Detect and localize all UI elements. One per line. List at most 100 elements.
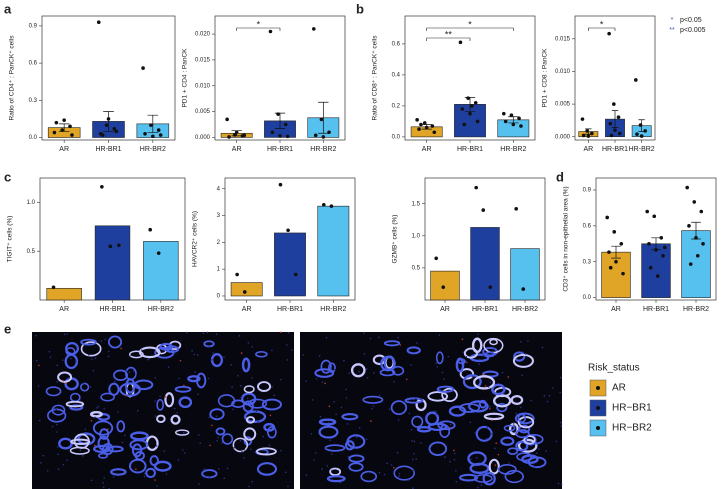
cell	[240, 396, 242, 399]
cell	[560, 483, 563, 486]
cell	[285, 344, 288, 346]
cell	[56, 446, 59, 448]
cell	[449, 423, 452, 426]
cell	[378, 336, 380, 339]
cell	[143, 472, 146, 475]
cell	[37, 385, 40, 387]
cell	[182, 431, 185, 434]
data-point	[327, 130, 331, 135]
cell	[435, 362, 437, 365]
gland	[261, 398, 282, 411]
cell	[370, 420, 372, 422]
y-axis-label: HAVCR2⁺ cells (%)	[192, 211, 199, 267]
gland	[64, 353, 79, 370]
gland	[245, 416, 256, 424]
cell	[366, 377, 369, 379]
significance-bracket	[236, 27, 281, 31]
gland	[129, 431, 149, 441]
data-point	[117, 243, 121, 248]
cell	[183, 452, 186, 454]
cell	[42, 454, 45, 457]
cell	[218, 468, 220, 470]
legend-dot	[596, 426, 600, 430]
cell	[62, 463, 65, 466]
cell	[233, 446, 236, 449]
cell	[436, 366, 439, 368]
y-tick-label: 0.3	[29, 98, 38, 104]
cell	[57, 453, 59, 456]
data-point	[422, 121, 427, 125]
gland	[488, 458, 500, 475]
gland	[478, 399, 487, 409]
cell	[94, 444, 96, 447]
y-tick-label: 0.6	[583, 223, 592, 229]
cell	[302, 353, 305, 356]
cell	[215, 415, 218, 417]
data-point	[270, 130, 275, 135]
cell	[230, 363, 233, 366]
legend-label: AR	[612, 383, 626, 394]
cell	[193, 353, 196, 356]
gland	[129, 439, 149, 451]
cell	[250, 448, 252, 451]
cell	[271, 386, 273, 388]
data-point	[424, 125, 429, 130]
cell	[186, 331, 188, 334]
y-tick-label: 0.005	[195, 109, 211, 115]
cell	[545, 450, 547, 452]
gland	[243, 427, 257, 441]
gland	[441, 387, 458, 403]
gland	[517, 438, 538, 453]
cell	[113, 380, 116, 383]
cell	[551, 387, 554, 389]
cell	[482, 354, 485, 356]
cell	[107, 355, 110, 358]
panel-label: c	[4, 169, 11, 184]
cell	[239, 439, 242, 442]
data-point	[322, 203, 326, 207]
bar	[641, 243, 671, 298]
gland	[491, 383, 506, 396]
cell	[164, 396, 167, 398]
gland	[241, 357, 251, 373]
cell	[206, 331, 209, 334]
data-point	[502, 111, 506, 116]
data-point	[695, 253, 700, 258]
data-point	[156, 251, 161, 255]
x-tick-label: HR-BR2	[683, 306, 709, 313]
significance-label: *	[468, 19, 472, 29]
cell	[262, 435, 265, 438]
cell	[87, 354, 90, 356]
gland	[318, 425, 339, 439]
cell	[530, 399, 533, 402]
cell	[136, 409, 139, 412]
gland	[510, 394, 524, 406]
gland	[256, 462, 278, 476]
gland	[448, 405, 467, 417]
data-point	[415, 118, 419, 122]
gland	[503, 424, 516, 432]
gland	[329, 467, 342, 476]
cell	[56, 364, 59, 367]
cell	[407, 400, 410, 402]
cell	[117, 411, 119, 413]
data-point	[638, 123, 643, 127]
data-point	[634, 78, 638, 82]
cell	[329, 439, 332, 441]
gland	[156, 414, 166, 424]
bar	[510, 248, 540, 301]
data-point	[441, 285, 446, 289]
cell	[388, 408, 391, 410]
y-tick-label: 0.0	[29, 135, 38, 141]
cell	[489, 381, 492, 384]
cell	[135, 468, 137, 471]
cell	[55, 408, 58, 411]
cell	[84, 428, 87, 431]
y-tick-label: 0.5	[27, 249, 36, 255]
cell	[390, 464, 393, 466]
y-tick-label: 1.5	[412, 201, 421, 207]
cell	[386, 462, 389, 465]
gland	[320, 359, 332, 374]
cell	[435, 410, 437, 413]
gland	[482, 471, 496, 486]
